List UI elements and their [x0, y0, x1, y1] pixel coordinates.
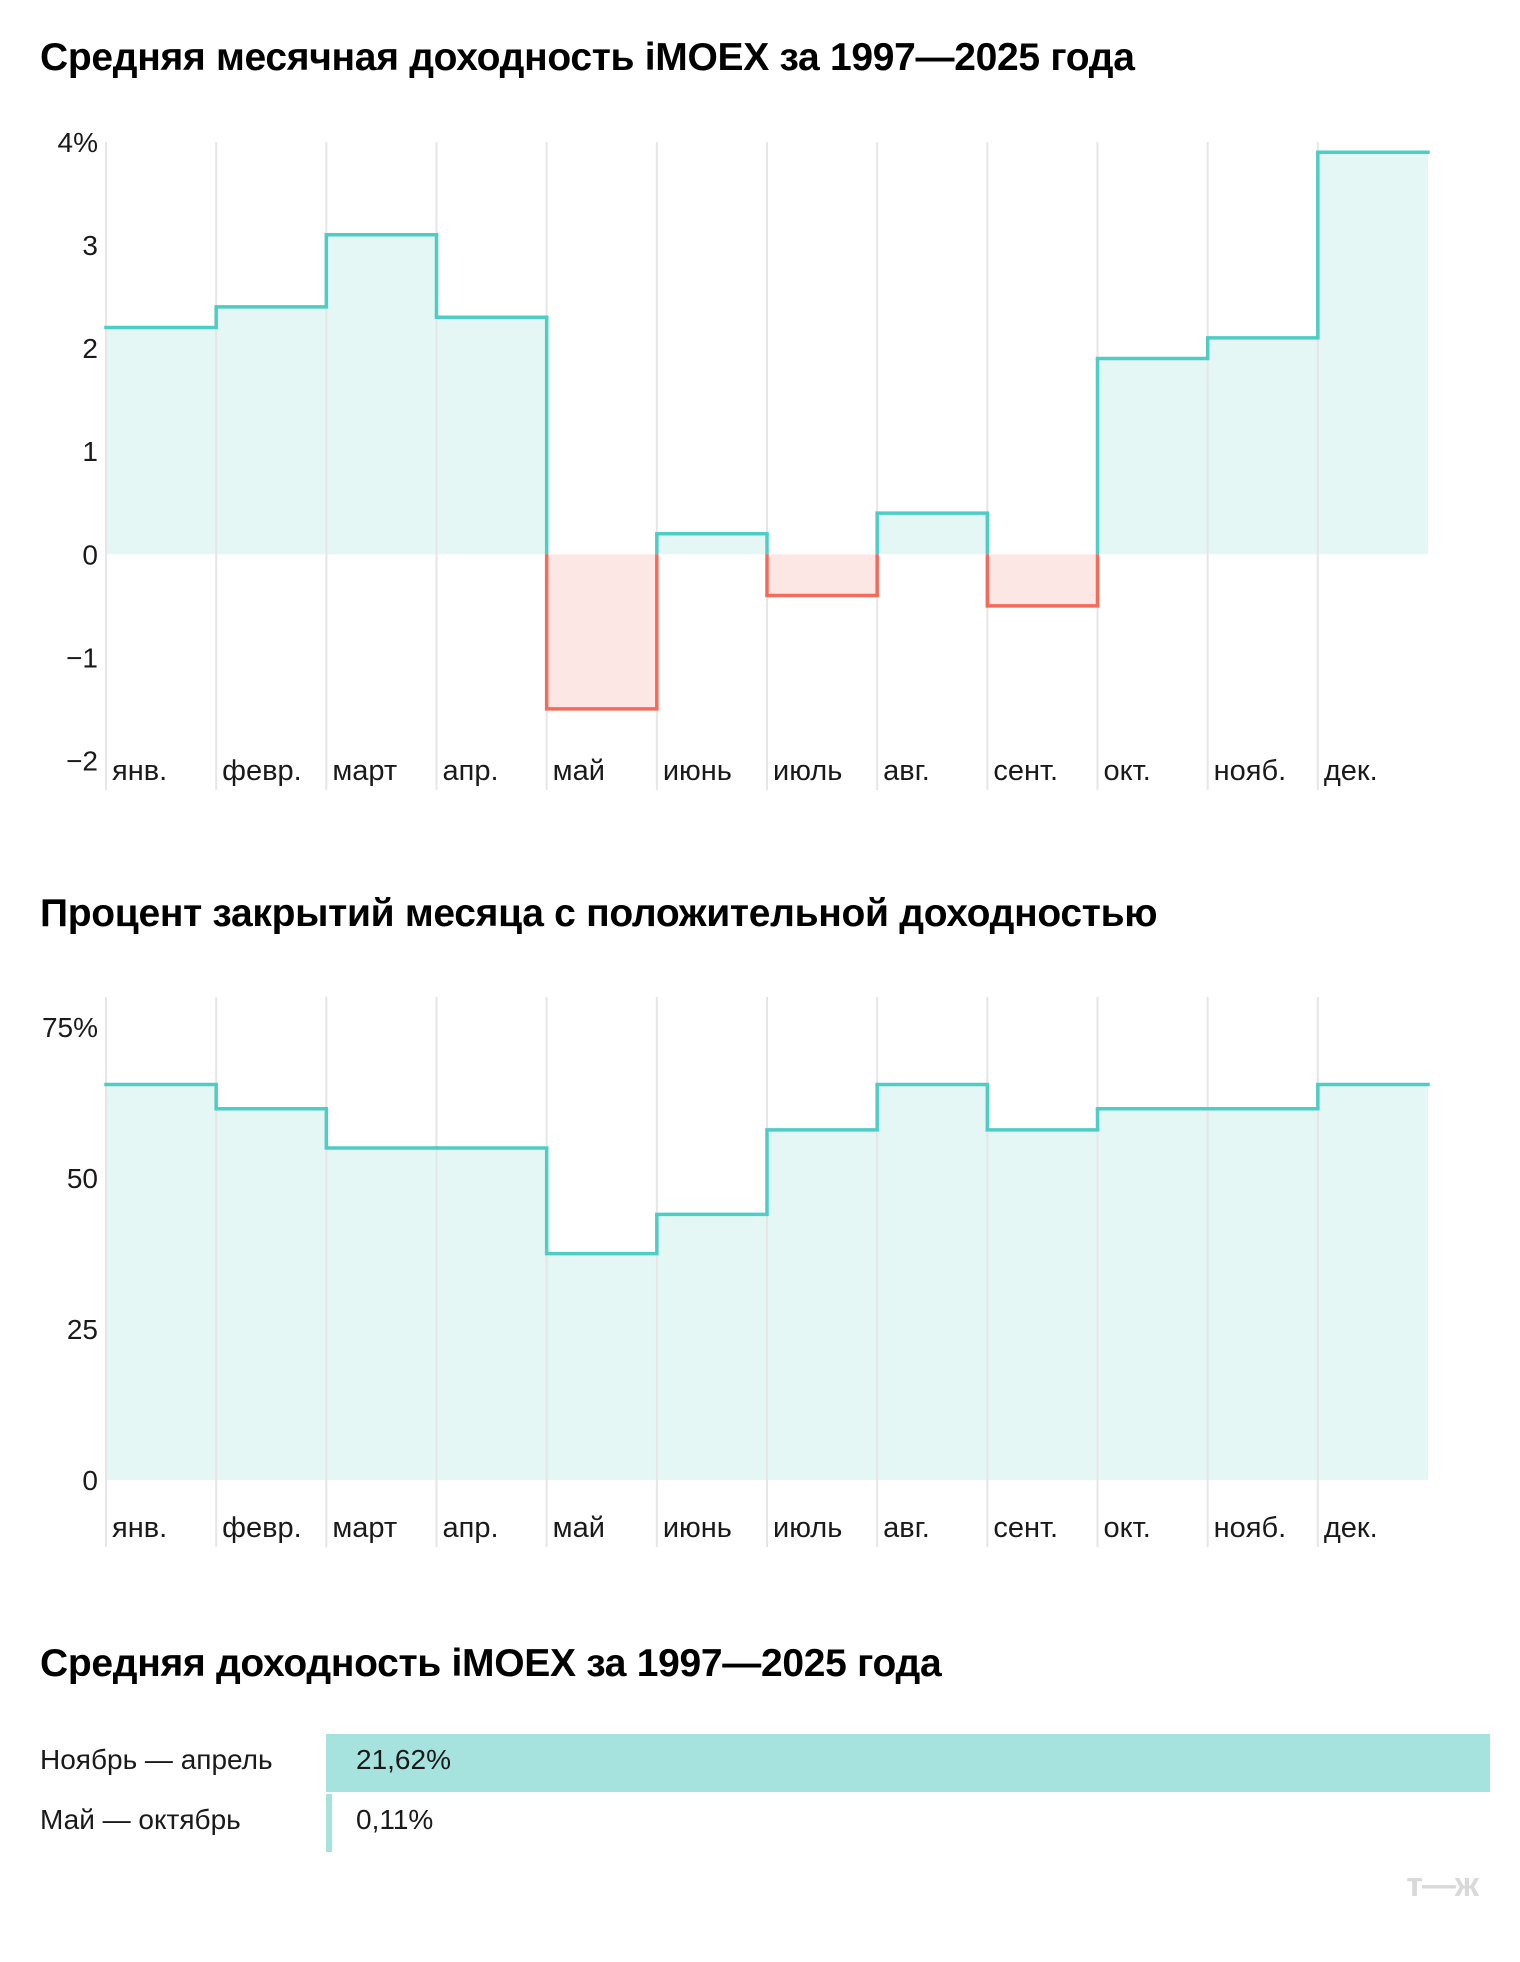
chart-2-title: Процент закрытий месяца с положительной … — [40, 892, 1158, 935]
y-tick-label: 2 — [82, 333, 98, 364]
step-area-fill-10 — [1097, 1108, 1208, 1480]
step-area-fill-9 — [987, 1129, 1098, 1480]
x-tick-label: сент. — [993, 755, 1058, 787]
chart-1-title: Средняя месячная доходность iMOEX за 199… — [40, 36, 1135, 79]
bar-1 — [326, 1734, 1490, 1792]
step-area-fill-11 — [1207, 337, 1318, 555]
x-tick-label: окт. — [1104, 1512, 1151, 1544]
x-tick-label: авг. — [883, 1512, 930, 1544]
x-tick-label: май — [553, 755, 605, 787]
step-area-fill-1 — [106, 1084, 217, 1480]
chart-3-title: Средняя доходность iMOEX за 1997—2025 го… — [40, 1642, 942, 1685]
y-tick-label: 25 — [67, 1314, 98, 1345]
x-tick-label: февр. — [222, 755, 302, 787]
monthly-return-chart: янв. февр. март апр. май июнь июль авг. сент. окт… — [58, 127, 1430, 790]
y-tick-label: 75% — [42, 1012, 98, 1043]
x-tick-label: нояб. — [1214, 755, 1287, 787]
step-area-fill-4 — [436, 1147, 547, 1480]
step-area-fill-3 — [326, 234, 437, 555]
step-area-fill-7 — [767, 1129, 878, 1480]
step-area-fill-2 — [216, 306, 327, 555]
y-tick-label: 0 — [82, 539, 98, 570]
x-tick-label: июнь — [663, 755, 732, 787]
positive-close-chart: янв. февр. март апр. май июнь июль авг. сент. окт… — [42, 997, 1430, 1547]
step-area-fill-2 — [216, 1108, 327, 1480]
step-area-fill-11 — [1207, 1108, 1318, 1480]
y-tick-label: −1 — [66, 642, 98, 673]
x-tick-label: февр. — [222, 1512, 302, 1544]
x-tick-label: янв. — [112, 1512, 167, 1544]
x-tick-label: дек. — [1324, 1512, 1378, 1544]
tzh-logo: т—ж — [1406, 1866, 1479, 1904]
step-area-fill-9 — [987, 554, 1098, 606]
x-tick-label: июль — [773, 1512, 842, 1544]
step-area-fill-8 — [877, 1084, 988, 1480]
y-tick-label: 0 — [82, 1465, 98, 1496]
x-tick-label: окт. — [1104, 755, 1151, 787]
x-tick-label: дек. — [1324, 755, 1378, 787]
step-area-fill-5 — [546, 554, 657, 709]
step-area-fill-6 — [656, 1214, 767, 1480]
bar-value-label: 21,62% — [356, 1744, 451, 1775]
step-area-fill-8 — [877, 513, 988, 555]
step-area-fill-6 — [656, 533, 767, 555]
step-area-fill-5 — [546, 1253, 657, 1480]
x-tick-label: апр. — [443, 755, 499, 787]
x-tick-label: янв. — [112, 755, 167, 787]
x-tick-label: апр. — [443, 1512, 499, 1544]
step-area-fill-3 — [326, 1147, 437, 1480]
y-tick-label: −2 — [66, 745, 98, 776]
bar-2 — [326, 1794, 332, 1852]
bar-category-label: Май — октябрь — [40, 1804, 241, 1835]
x-tick-label: июль — [773, 755, 842, 787]
x-tick-label: март — [332, 755, 397, 787]
y-tick-label: 3 — [82, 230, 98, 261]
y-tick-label: 50 — [67, 1163, 98, 1194]
step-area-fill-10 — [1097, 358, 1208, 555]
x-tick-label: июнь — [663, 1512, 732, 1544]
step-area-fill-12 — [1317, 152, 1428, 555]
bar-value-label: 0,11% — [356, 1804, 434, 1835]
y-tick-label: 4% — [58, 127, 98, 158]
step-area-fill-7 — [767, 554, 878, 596]
x-tick-label: март — [332, 1512, 397, 1544]
step-area-fill-12 — [1317, 1084, 1428, 1480]
step-area-fill-4 — [436, 317, 547, 555]
y-tick-label: 1 — [82, 436, 98, 467]
x-tick-label: нояб. — [1214, 1512, 1287, 1544]
x-tick-label: авг. — [883, 755, 930, 787]
x-tick-label: май — [553, 1512, 605, 1544]
step-area-fill-1 — [106, 327, 217, 555]
bar-category-label: Ноябрь — апрель — [40, 1744, 273, 1775]
x-tick-label: сент. — [993, 1512, 1058, 1544]
